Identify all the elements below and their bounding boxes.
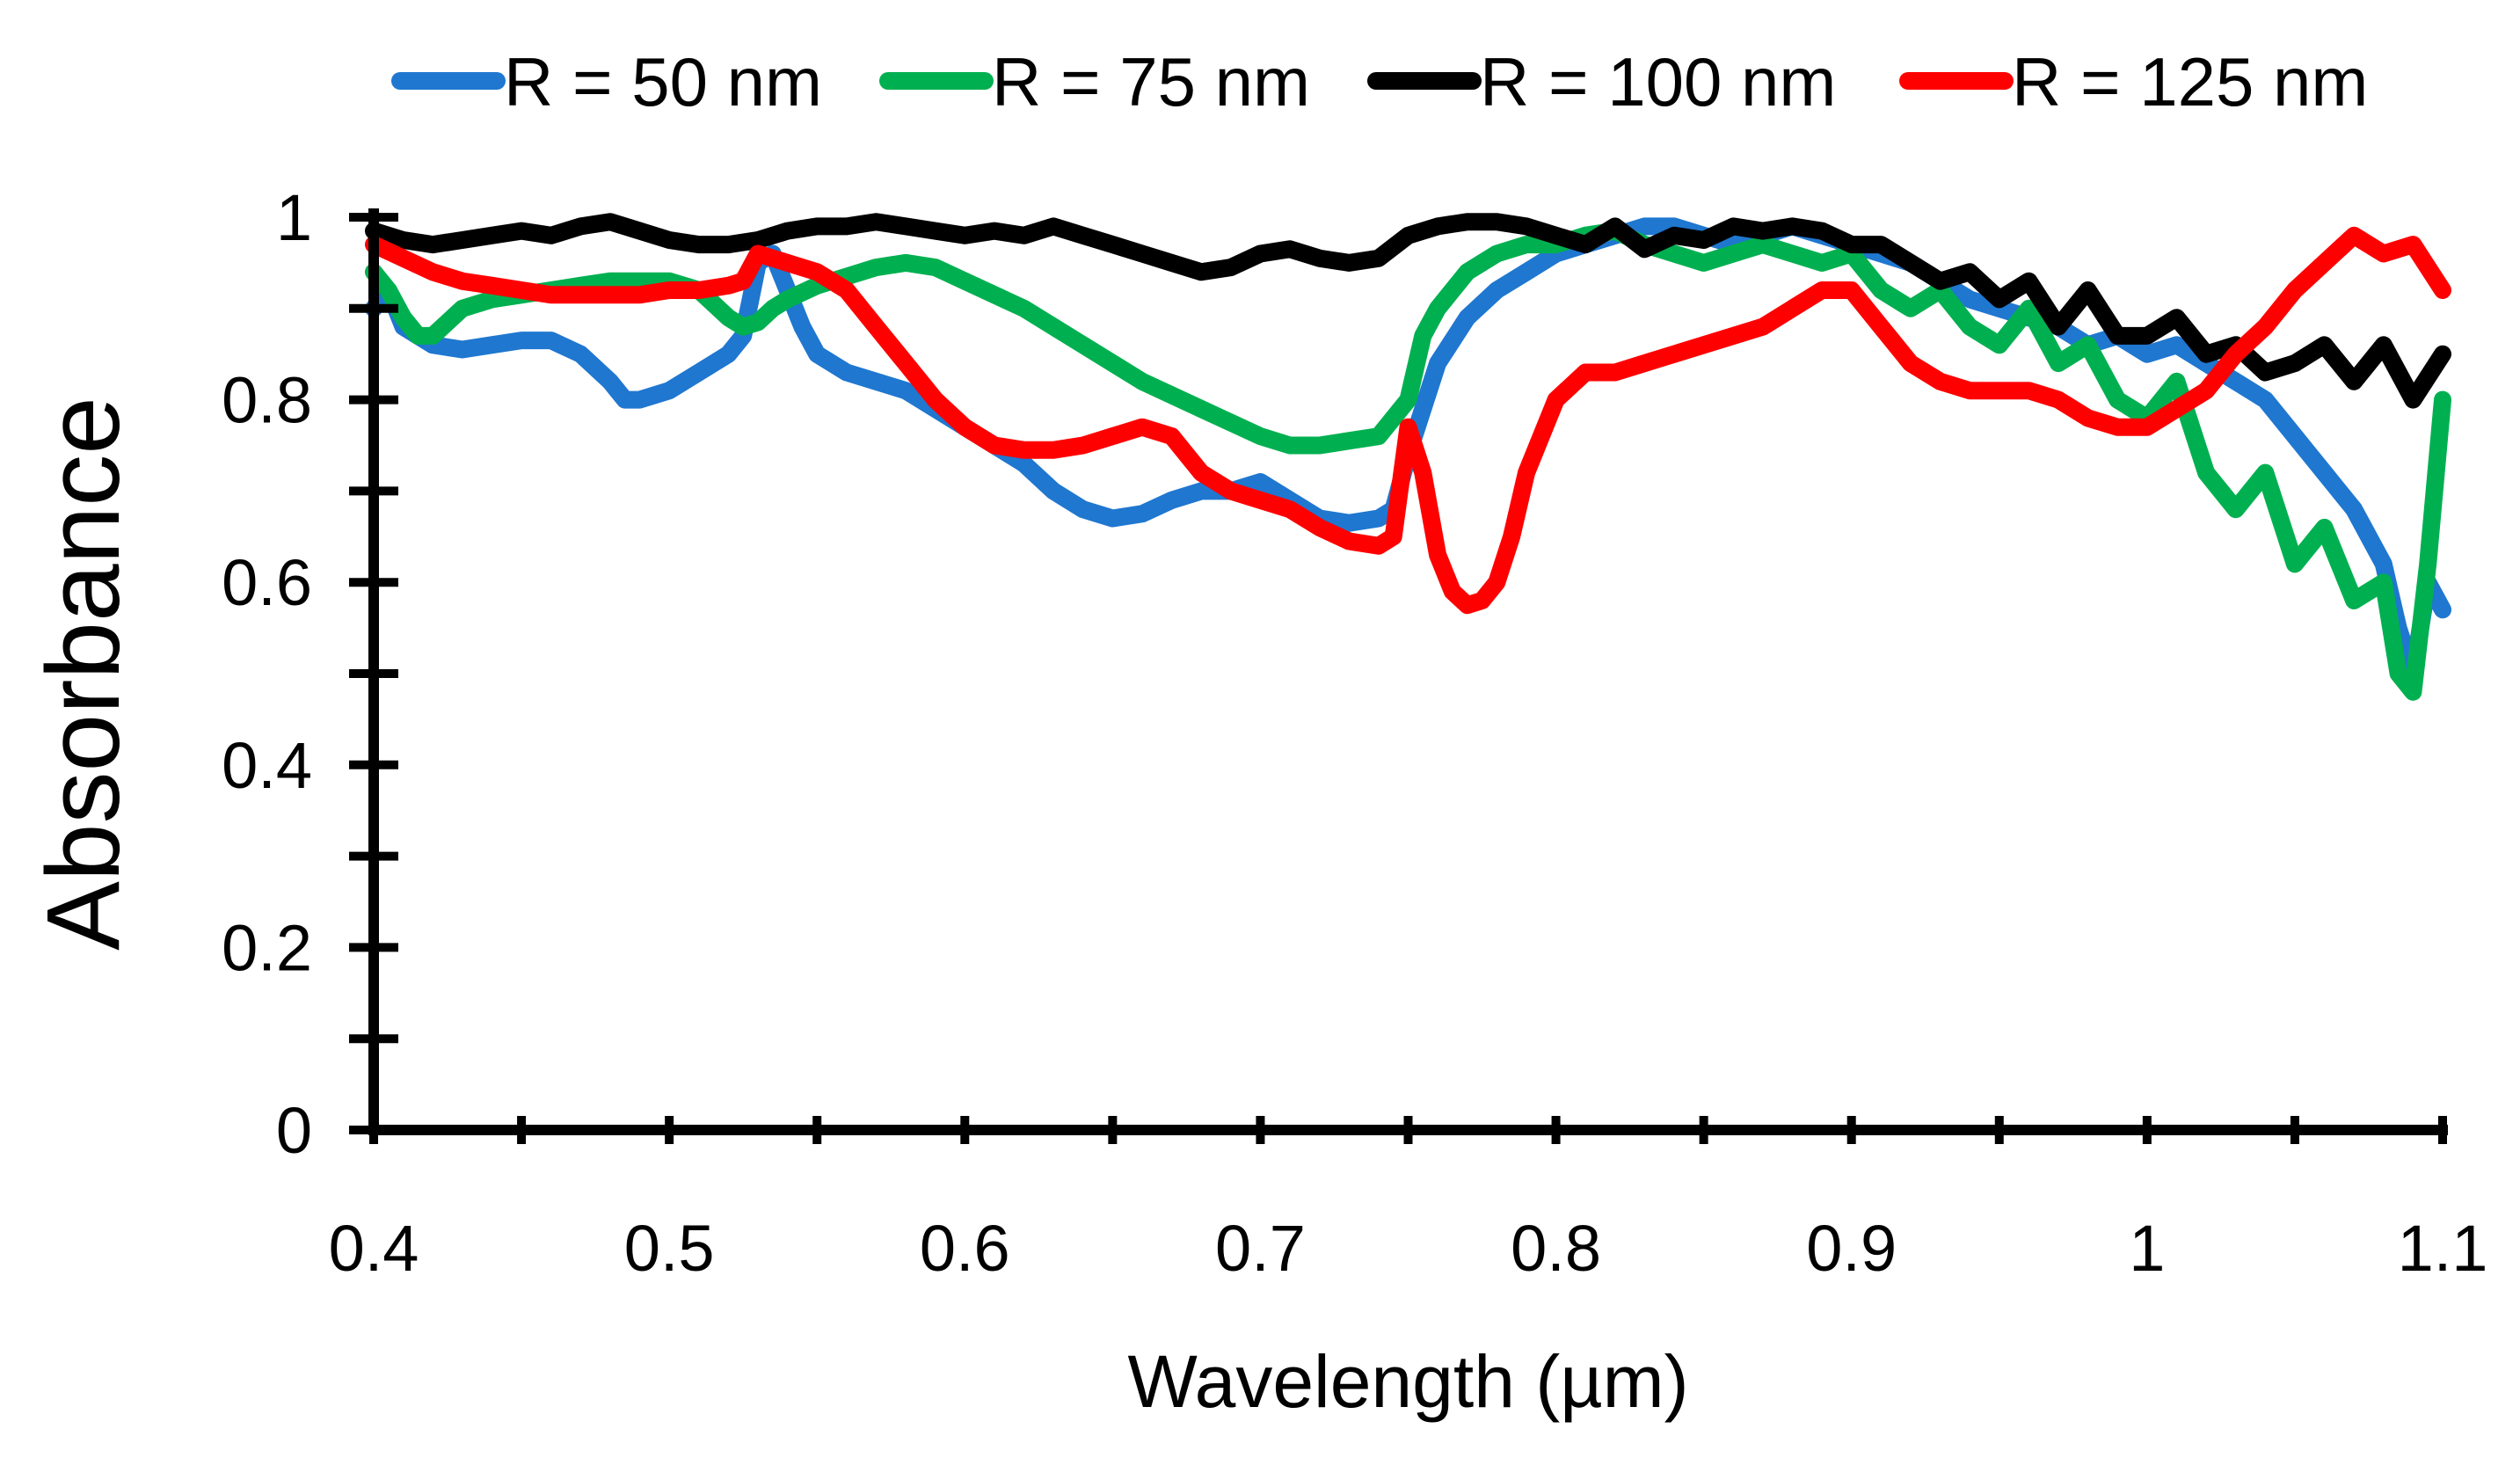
y-tick-label: 0.8 xyxy=(222,364,312,437)
x-tick-label: 0.7 xyxy=(1215,1212,1306,1285)
x-tick-label: 1.1 xyxy=(2398,1212,2488,1285)
legend-item-4: R = 125 nm xyxy=(1899,43,2368,120)
ticks-layer: 0.4 0.5 0.6 0.7 0.8 0.9 1 1.1 0 0.2 0.4 0.6 0.8 1 xyxy=(222,181,2487,1285)
series-line-4 xyxy=(365,226,2451,615)
x-tick-label: 0.8 xyxy=(1511,1212,1601,1285)
x-axis-title: Wavelength (µm) xyxy=(1127,1340,1688,1423)
series-layer xyxy=(365,213,2451,701)
legend-label: R = 75 nm xyxy=(992,43,1310,120)
x-tick-label: 0.6 xyxy=(920,1212,1010,1285)
y-axis-title: Absorbance xyxy=(25,397,142,951)
x-tick-label: 0.5 xyxy=(624,1212,715,1285)
legend-item-2: R = 75 nm xyxy=(879,43,1310,120)
y-tick-label: 1 xyxy=(276,181,312,254)
x-tick-label: 1 xyxy=(2129,1212,2165,1285)
y-tick-label: 0.4 xyxy=(222,729,312,802)
legend-label: R = 100 nm xyxy=(1480,43,1836,120)
legend: R = 50 nm R = 75 nm R = 100 nm R = 125 nm xyxy=(391,43,2368,120)
legend-label: R = 50 nm xyxy=(504,43,822,120)
x-tick-label: 0.4 xyxy=(329,1212,419,1285)
series-line-3 xyxy=(365,213,2451,409)
legend-label: R = 125 nm xyxy=(2012,43,2368,120)
x-tick-label: 0.9 xyxy=(1806,1212,1897,1285)
y-tick-label: 0 xyxy=(276,1094,312,1167)
y-tick-label: 0.6 xyxy=(222,546,312,619)
legend-item-1: R = 50 nm xyxy=(391,43,822,120)
y-tick-label: 0.2 xyxy=(222,911,312,984)
legend-item-3: R = 100 nm xyxy=(1367,43,1836,120)
